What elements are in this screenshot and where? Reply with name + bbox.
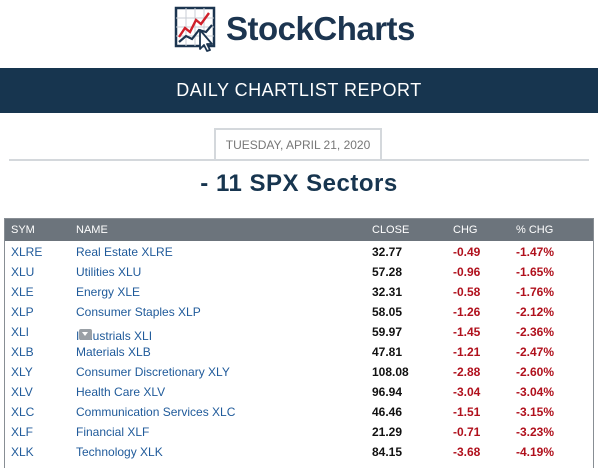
row-chg: -3.04 xyxy=(453,385,481,399)
row-symbol[interactable]: XLP xyxy=(11,305,34,319)
row-chg: -1.26 xyxy=(453,305,481,319)
row-symbol[interactable]: XLC xyxy=(11,405,35,419)
row-close: 47.81 xyxy=(372,345,403,359)
table-row: XLV Health Care XLV 96.94 -3.04 -3.04% xyxy=(5,381,593,401)
table-row: XLF Financial XLF 21.29 -0.71 -3.23% xyxy=(5,421,593,441)
row-pct-chg: -2.12% xyxy=(516,305,555,319)
row-chg: -1.21 xyxy=(453,345,481,359)
row-symbol[interactable]: XLRE xyxy=(11,245,43,259)
site-header: StockCharts xyxy=(0,0,598,68)
chevron-down-icon[interactable] xyxy=(79,329,92,340)
date-section: TUESDAY, APRIL 21, 2020 xyxy=(9,128,589,161)
column-header-pct-chg[interactable]: % CHG xyxy=(516,224,554,236)
row-chg: -0.58 xyxy=(453,285,481,299)
row-close: 46.46 xyxy=(372,405,403,419)
date-divider xyxy=(9,159,589,161)
table-row: XLI Industrials XLI 59.97 -1.45 -2.36% xyxy=(5,321,593,343)
row-pct-chg: -2.47% xyxy=(516,345,555,359)
table-row: XLC Communication Services XLC 46.46 -1.… xyxy=(5,401,593,421)
row-close: 57.28 xyxy=(372,265,403,279)
table-body: XLRE Real Estate XLRE 32.77 -0.49 -1.47%… xyxy=(5,241,593,461)
report-banner: DAILY CHARTLIST REPORT xyxy=(0,68,598,113)
row-symbol[interactable]: XLV xyxy=(11,385,33,399)
table-header: SYM NAME CLOSE CHG % CHG xyxy=(5,219,593,241)
row-close: 84.15 xyxy=(372,445,403,459)
row-chg: -1.51 xyxy=(453,405,481,419)
row-symbol[interactable]: XLK xyxy=(11,445,34,459)
row-pct-chg: -1.47% xyxy=(516,245,555,259)
row-chg: -3.68 xyxy=(453,445,481,459)
row-pct-chg: -2.60% xyxy=(516,365,555,379)
table-row: XLU Utilities XLU 57.28 -0.96 -1.65% xyxy=(5,261,593,281)
stockcharts-logo[interactable]: StockCharts xyxy=(174,6,415,52)
row-name[interactable]: Industrials XLI xyxy=(76,329,153,343)
column-header-name[interactable]: NAME xyxy=(76,224,108,236)
row-chg: -2.88 xyxy=(453,365,481,379)
row-symbol[interactable]: XLE xyxy=(11,285,34,299)
row-chg: -0.71 xyxy=(453,425,481,439)
table-row: XLP Consumer Staples XLP 58.05 -1.26 -2.… xyxy=(5,301,593,321)
row-name[interactable]: Utilities XLU xyxy=(76,265,142,279)
table-row: XLRE Real Estate XLRE 32.77 -0.49 -1.47% xyxy=(5,241,593,261)
row-pct-chg: -3.04% xyxy=(516,385,555,399)
row-pct-chg: -2.36% xyxy=(516,325,555,339)
row-pct-chg: -4.19% xyxy=(516,445,555,459)
row-name[interactable]: Energy XLE xyxy=(76,285,141,299)
row-pct-chg: -3.15% xyxy=(516,405,555,419)
row-close: 58.05 xyxy=(372,305,403,319)
row-symbol[interactable]: XLB xyxy=(11,345,34,359)
row-symbol[interactable]: XLI xyxy=(11,325,30,339)
row-name[interactable]: Financial XLF xyxy=(76,425,150,439)
row-symbol[interactable]: XLU xyxy=(11,265,35,279)
sector-table: SYM NAME CLOSE CHG % CHG XLRE Real Estat… xyxy=(4,218,594,468)
stockcharts-logo-icon xyxy=(174,6,216,52)
chartlist-title: - 11 SPX Sectors xyxy=(200,170,398,197)
row-close: 21.29 xyxy=(372,425,403,439)
row-name[interactable]: Communication Services XLC xyxy=(76,405,236,419)
row-chg: -0.96 xyxy=(453,265,481,279)
row-name[interactable]: Health Care XLV xyxy=(76,385,166,399)
row-close: 32.77 xyxy=(372,245,403,259)
row-close: 32.31 xyxy=(372,285,403,299)
row-close: 96.94 xyxy=(372,385,403,399)
row-name[interactable]: Consumer Staples XLP xyxy=(76,305,201,319)
row-close: 59.97 xyxy=(372,325,403,339)
table-row: XLY Consumer Discretionary XLY 108.08 -2… xyxy=(5,361,593,381)
report-date: TUESDAY, APRIL 21, 2020 xyxy=(214,128,382,159)
banner-title: DAILY CHARTLIST REPORT xyxy=(176,80,422,100)
row-pct-chg: -3.23% xyxy=(516,425,555,439)
table-row: XLK Technology XLK 84.15 -3.68 -4.19% xyxy=(5,441,593,461)
column-header-sym[interactable]: SYM xyxy=(11,224,35,236)
row-name[interactable]: Technology XLK xyxy=(76,445,163,459)
row-pct-chg: -1.76% xyxy=(516,285,555,299)
table-row: XLB Materials XLB 47.81 -1.21 -2.47% xyxy=(5,341,593,361)
row-name[interactable]: Real Estate XLRE xyxy=(76,245,173,259)
row-pct-chg: -1.65% xyxy=(516,265,555,279)
row-symbol[interactable]: XLF xyxy=(11,425,34,439)
row-name[interactable]: Materials XLB xyxy=(76,345,151,359)
row-chg: -0.49 xyxy=(453,245,481,259)
logo-text: StockCharts xyxy=(226,10,415,47)
column-header-chg[interactable]: CHG xyxy=(453,224,478,236)
row-name[interactable]: Consumer Discretionary XLY xyxy=(76,365,230,379)
row-symbol[interactable]: XLY xyxy=(11,365,33,379)
table-row: XLE Energy XLE 32.31 -0.58 -1.76% xyxy=(5,281,593,301)
row-chg: -1.45 xyxy=(453,325,481,339)
column-header-close[interactable]: CLOSE xyxy=(372,224,410,236)
row-close: 108.08 xyxy=(372,365,409,379)
